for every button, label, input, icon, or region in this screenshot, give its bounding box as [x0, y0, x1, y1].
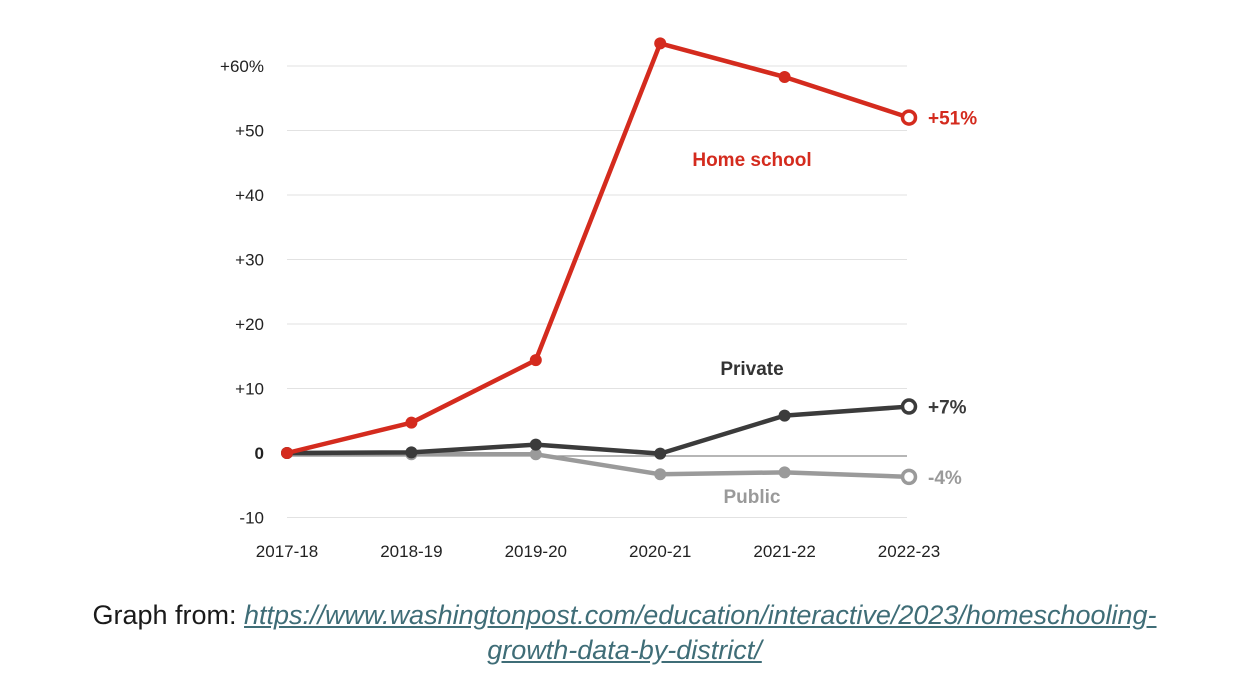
y-tick-label: +10: [235, 380, 264, 399]
series-line-private: [284, 404, 912, 456]
y-tick-label: +50: [235, 122, 264, 141]
series-name-label: Public: [723, 487, 780, 508]
y-tick-label: +30: [235, 251, 264, 270]
series-line-home-school: [284, 41, 912, 456]
data-point: [778, 409, 791, 422]
x-tick-label: 2021-22: [753, 542, 815, 561]
data-point-open: [900, 468, 918, 486]
series-name-label: Home school: [692, 150, 811, 171]
y-tick-label: -10: [239, 509, 264, 528]
data-point-open: [900, 398, 918, 415]
data-point: [529, 354, 542, 367]
source-link[interactable]: https://www.washingtonpost.com/education…: [244, 600, 1157, 665]
line-chart: +60% +50 +40 +30 +20 +10 0 -10 2017-18 2018-19 201…: [220, 37, 977, 561]
data-point: [654, 468, 667, 481]
data-point: [529, 438, 542, 451]
x-tick-label: 2018-19: [380, 542, 442, 561]
end-value-label: +7%: [928, 398, 967, 419]
x-tick-label: 2017-18: [256, 542, 318, 561]
y-tick-label: +40: [235, 186, 264, 205]
data-point: [405, 446, 418, 459]
data-point: [778, 466, 791, 479]
end-value-label: -4%: [928, 468, 962, 489]
source-link-line2: growth-data-by-district/: [487, 635, 762, 665]
data-point: [654, 37, 667, 50]
data-point: [281, 447, 293, 459]
y-tick-label: 0: [255, 444, 264, 463]
data-point-open: [900, 109, 918, 126]
end-value-label: +51%: [928, 109, 977, 130]
caption-prefix: Graph from:: [92, 600, 245, 630]
data-point: [654, 447, 667, 460]
y-tick-label: +20: [235, 315, 264, 334]
source-link-line1: https://www.washingtonpost.com/education…: [244, 600, 1157, 630]
x-tick-label: 2020-21: [629, 542, 691, 561]
x-tick-label: 2019-20: [505, 542, 567, 561]
source-caption: Graph from: https://www.washingtonpost.c…: [0, 598, 1249, 668]
series-name-label: Private: [720, 359, 783, 380]
x-tick-label: 2022-23: [878, 542, 940, 561]
data-point: [778, 70, 791, 83]
data-point: [529, 448, 542, 461]
data-point: [405, 416, 418, 429]
y-tick-label: +60%: [220, 57, 264, 76]
